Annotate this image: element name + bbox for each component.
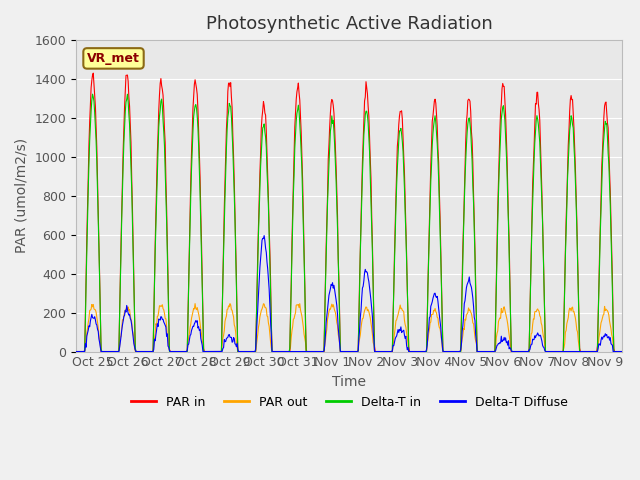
Legend: PAR in, PAR out, Delta-T in, Delta-T Diffuse: PAR in, PAR out, Delta-T in, Delta-T Dif…: [126, 391, 573, 414]
X-axis label: Time: Time: [332, 375, 366, 389]
Text: VR_met: VR_met: [87, 52, 140, 65]
Title: Photosynthetic Active Radiation: Photosynthetic Active Radiation: [206, 15, 493, 33]
Y-axis label: PAR (umol/m2/s): PAR (umol/m2/s): [15, 138, 29, 253]
